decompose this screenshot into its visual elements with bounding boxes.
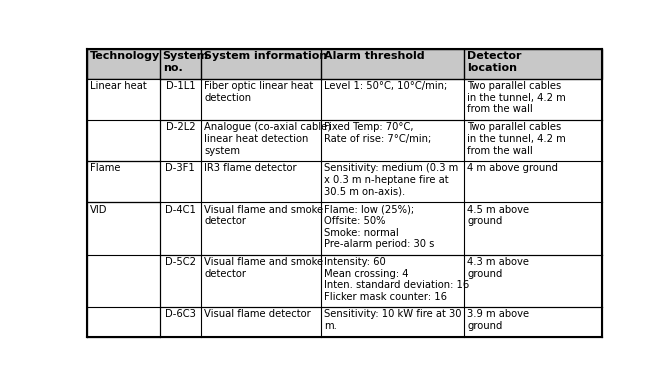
Text: Analogue (co-axial cable)
linear heat detection
system: Analogue (co-axial cable) linear heat de… — [204, 122, 331, 155]
Text: 4 m above ground: 4 m above ground — [467, 163, 558, 173]
Text: D-4C1: D-4C1 — [165, 205, 196, 215]
Text: D-5C2: D-5C2 — [165, 257, 196, 267]
Bar — [87, 255, 602, 307]
Text: System
no.: System no. — [163, 51, 209, 73]
Bar — [87, 161, 159, 202]
Text: Flame: low (25%);
Offsite: 50%
Smoke: normal
Pre-alarm period: 30 s: Flame: low (25%); Offsite: 50% Smoke: no… — [324, 205, 435, 249]
Text: VID: VID — [90, 205, 108, 215]
Text: Intensity: 60
Mean crossing: 4
Inten. standard deviation: 16
Flicker mask counte: Intensity: 60 Mean crossing: 4 Inten. st… — [324, 257, 469, 302]
Text: IR3 flame detector: IR3 flame detector — [204, 163, 297, 173]
Text: Detector
location: Detector location — [467, 51, 522, 73]
Text: Fiber optic linear heat
detection: Fiber optic linear heat detection — [204, 81, 314, 103]
Bar — [87, 79, 159, 161]
Text: Level 1: 50°C, 10°C/min;: Level 1: 50°C, 10°C/min; — [324, 81, 448, 91]
Text: Alarm threshold: Alarm threshold — [324, 51, 425, 61]
Bar — [87, 202, 602, 255]
Text: Technology: Technology — [90, 51, 160, 61]
Text: Flame: Flame — [90, 163, 120, 173]
Text: Sensitivity: medium (0.3 m
x 0.3 m n-heptane fire at
30.5 m on-axis).: Sensitivity: medium (0.3 m x 0.3 m n-hep… — [324, 163, 458, 197]
Text: D-6C3: D-6C3 — [165, 309, 196, 319]
Text: 4.3 m above
ground: 4.3 m above ground — [467, 257, 530, 278]
Bar — [87, 307, 602, 337]
Text: Visual flame detector: Visual flame detector — [204, 309, 311, 319]
Text: Two parallel cables
in the tunnel, 4.2 m
from the wall: Two parallel cables in the tunnel, 4.2 m… — [467, 81, 566, 114]
Text: Linear heat: Linear heat — [90, 81, 146, 91]
Text: 3.9 m above
ground: 3.9 m above ground — [467, 309, 530, 331]
Bar — [87, 120, 602, 161]
Bar — [87, 202, 159, 337]
Text: Visual flame and smoke
detector: Visual flame and smoke detector — [204, 257, 323, 278]
Text: D-3F1: D-3F1 — [165, 163, 196, 173]
Bar — [87, 161, 602, 202]
Text: D-1L1: D-1L1 — [165, 81, 195, 91]
Text: Fixed Temp: 70°C,
Rate of rise: 7°C/min;: Fixed Temp: 70°C, Rate of rise: 7°C/min; — [324, 122, 431, 144]
Text: Sensitivity: 10 kW fire at 30
m.: Sensitivity: 10 kW fire at 30 m. — [324, 309, 462, 331]
Text: D-2L2: D-2L2 — [165, 122, 195, 132]
Text: Visual flame and smoke
detector: Visual flame and smoke detector — [204, 205, 323, 226]
Bar — [87, 49, 602, 79]
Bar — [87, 79, 602, 120]
Text: System information: System information — [204, 51, 327, 61]
Text: 4.5 m above
ground: 4.5 m above ground — [467, 205, 530, 226]
Text: Two parallel cables
in the tunnel, 4.2 m
from the wall: Two parallel cables in the tunnel, 4.2 m… — [467, 122, 566, 155]
